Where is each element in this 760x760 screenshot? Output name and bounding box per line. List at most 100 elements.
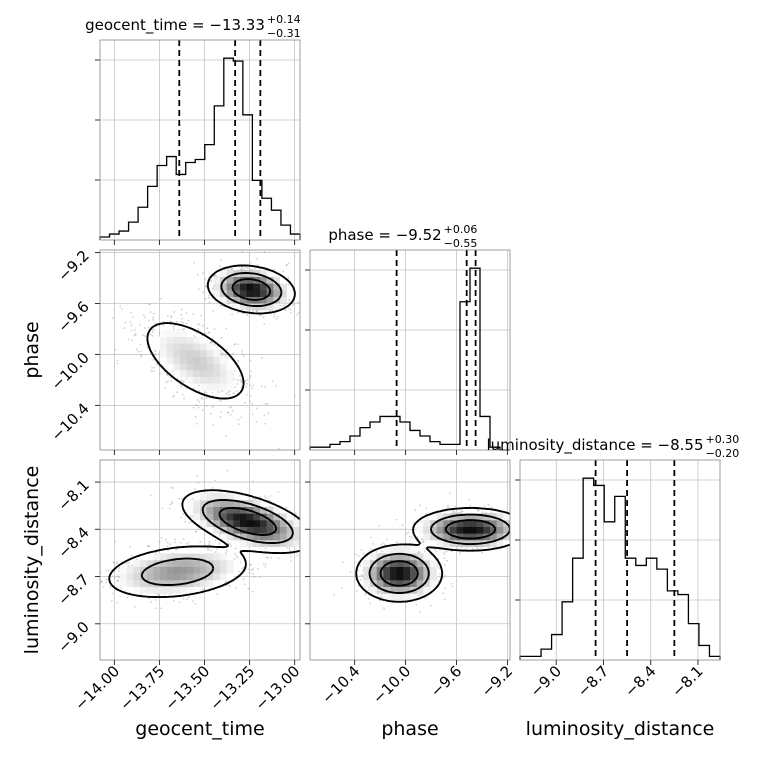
density-cell	[503, 526, 510, 534]
sample-point	[150, 600, 153, 603]
sample-point	[187, 596, 190, 599]
density-cell	[233, 526, 241, 534]
density-cell	[370, 553, 377, 561]
density-cell	[253, 290, 261, 297]
sample-point	[461, 510, 464, 513]
sample-point	[133, 334, 135, 337]
density-cell	[226, 566, 234, 574]
density-cell	[423, 553, 431, 561]
sample-point	[349, 570, 352, 573]
sample-point	[203, 588, 206, 590]
sample-point	[178, 600, 181, 603]
sample-point	[196, 422, 198, 425]
sample-point	[329, 559, 331, 561]
sample-point	[114, 540, 117, 543]
sample-point	[195, 530, 198, 533]
sample-point	[129, 546, 132, 548]
density-cell	[430, 580, 437, 587]
density-cell	[226, 553, 234, 561]
sample-point	[289, 549, 292, 552]
density-cell	[226, 513, 234, 521]
density-cell	[186, 546, 194, 554]
sample-point	[191, 515, 194, 518]
sample-point	[146, 545, 149, 547]
sample-point	[208, 540, 211, 543]
sample-point	[205, 391, 207, 394]
sample-point	[326, 547, 328, 549]
density-cell	[186, 376, 194, 384]
density-cell	[140, 573, 147, 581]
sample-point	[200, 396, 203, 399]
sample-point	[357, 554, 360, 557]
density-cell	[273, 520, 281, 527]
density-cell	[206, 506, 214, 514]
density-cell	[220, 500, 227, 507]
sample-point	[240, 567, 243, 570]
density-cell	[416, 566, 424, 574]
sample-point	[123, 327, 126, 330]
sample-point	[264, 497, 267, 499]
density-cell	[403, 560, 411, 567]
sample-point	[443, 551, 446, 554]
density-cell	[146, 573, 154, 581]
sample-point	[210, 280, 213, 283]
sample-point	[430, 604, 432, 607]
sample-point	[164, 538, 167, 541]
sample-point	[196, 273, 199, 276]
sample-point	[302, 537, 304, 539]
sample-point	[237, 359, 240, 362]
sample-point	[285, 506, 288, 509]
sample-point	[164, 386, 167, 389]
sample-point	[170, 486, 173, 489]
x-axis-label-geocent_time: geocent_time	[135, 718, 264, 740]
density-cell	[490, 526, 497, 534]
density-cell	[436, 513, 444, 521]
sample-point	[537, 529, 539, 531]
sample-point	[183, 397, 185, 400]
sample-point	[181, 328, 184, 331]
sample-point	[198, 288, 200, 291]
sample-point	[220, 400, 222, 403]
sample-point	[176, 391, 179, 394]
density-cell	[240, 283, 247, 291]
density-cell	[206, 573, 214, 581]
sample-point	[175, 549, 178, 552]
density-cell	[280, 276, 287, 284]
sample-point	[526, 519, 528, 521]
density-cell	[280, 290, 287, 297]
density-cell	[496, 520, 504, 527]
density-cell	[396, 593, 404, 601]
sample-point	[355, 590, 358, 592]
sample-point	[152, 318, 154, 321]
sample-point	[459, 511, 462, 514]
sample-point	[517, 541, 519, 543]
density-cell	[403, 553, 411, 561]
density-cell	[193, 553, 201, 561]
density-cell	[390, 580, 397, 587]
density-cell	[193, 513, 201, 521]
density-cell	[390, 573, 397, 581]
sample-point	[134, 334, 137, 337]
density-cell	[273, 303, 281, 311]
sample-point	[296, 313, 299, 316]
density-cell	[166, 363, 174, 371]
sample-point	[198, 390, 201, 392]
sample-point	[148, 303, 151, 306]
sample-point	[118, 567, 121, 569]
density-cell	[416, 586, 424, 594]
sample-point	[259, 576, 262, 578]
density-cell	[260, 506, 267, 514]
density-cell	[226, 560, 234, 567]
density-cell	[226, 370, 234, 377]
sample-point	[481, 551, 484, 554]
density-cell	[213, 283, 221, 291]
density-cell	[220, 283, 227, 291]
density-cell	[220, 573, 227, 581]
title-geocent_time: geocent_time = −13.33	[85, 16, 265, 35]
sample-point	[302, 558, 304, 560]
sample-point	[359, 564, 362, 567]
density-cell	[403, 573, 411, 581]
sample-point	[153, 328, 156, 331]
density-cell	[200, 546, 207, 554]
sample-point	[244, 401, 246, 404]
